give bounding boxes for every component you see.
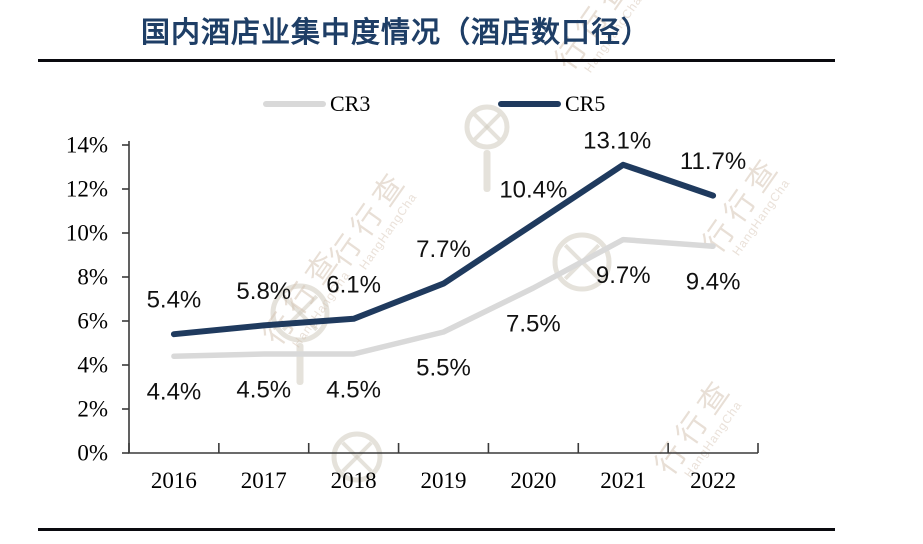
legend-item-cr5: CR5	[498, 91, 606, 116]
top-divider	[38, 59, 835, 62]
y-tick-label: 12%	[66, 177, 108, 202]
data-label-cr5-2019: 7.7%	[416, 236, 471, 263]
x-tick-label: 2017	[241, 468, 287, 493]
data-label-cr3-2017: 4.5%	[236, 377, 291, 404]
y-tick-label: 2%	[77, 397, 108, 422]
data-label-cr5-2018: 6.1%	[326, 271, 381, 298]
data-label-cr5-2016: 5.4%	[147, 287, 202, 314]
y-tick-label: 6%	[77, 309, 108, 334]
data-label-cr5-2020: 10.4%	[499, 177, 567, 204]
y-tick-label: 10%	[66, 221, 108, 246]
data-label-cr3-2019: 5.5%	[416, 355, 471, 382]
x-tick-label: 2019	[421, 468, 467, 493]
legend-label-cr3: CR3	[330, 91, 371, 116]
x-tick-label: 2021	[600, 468, 646, 493]
axis-lines	[128, 141, 758, 454]
series-line-cr5	[170, 161, 717, 338]
data-label-cr3-2018: 4.5%	[326, 377, 381, 404]
legend-swatch-cr5	[498, 101, 561, 107]
data-label-cr5-2022: 11.7%	[680, 148, 746, 175]
x-tick-label: 2018	[331, 468, 377, 493]
data-label-cr5-2017: 5.8%	[236, 278, 291, 305]
y-tick-label: 8%	[77, 265, 108, 290]
y-tick-label: 4%	[77, 353, 108, 378]
x-tick-label: 2020	[510, 468, 556, 493]
data-label-cr3-2022: 9.4%	[686, 269, 741, 296]
chart-title: 国内酒店业集中度情况（酒店数口径）	[141, 17, 652, 49]
data-label-cr5-2021: 13.1%	[583, 127, 651, 154]
y-tick-label: 0%	[77, 441, 108, 466]
data-label-cr3-2016: 4.4%	[147, 379, 202, 406]
y-tick-label: 14%	[66, 133, 108, 158]
x-tick-label: 2022	[690, 468, 736, 493]
bottom-divider	[38, 528, 835, 531]
data-label-cr3-2020: 7.5%	[506, 311, 561, 338]
x-tick-label: 2016	[151, 468, 197, 493]
data-label-cr3-2021: 9.7%	[596, 262, 651, 289]
legend-label-cr5: CR5	[565, 91, 606, 116]
legend-swatch-cr3	[263, 101, 326, 107]
legend-item-cr3: CR3	[263, 91, 371, 116]
series-line-cr3	[171, 236, 716, 359]
